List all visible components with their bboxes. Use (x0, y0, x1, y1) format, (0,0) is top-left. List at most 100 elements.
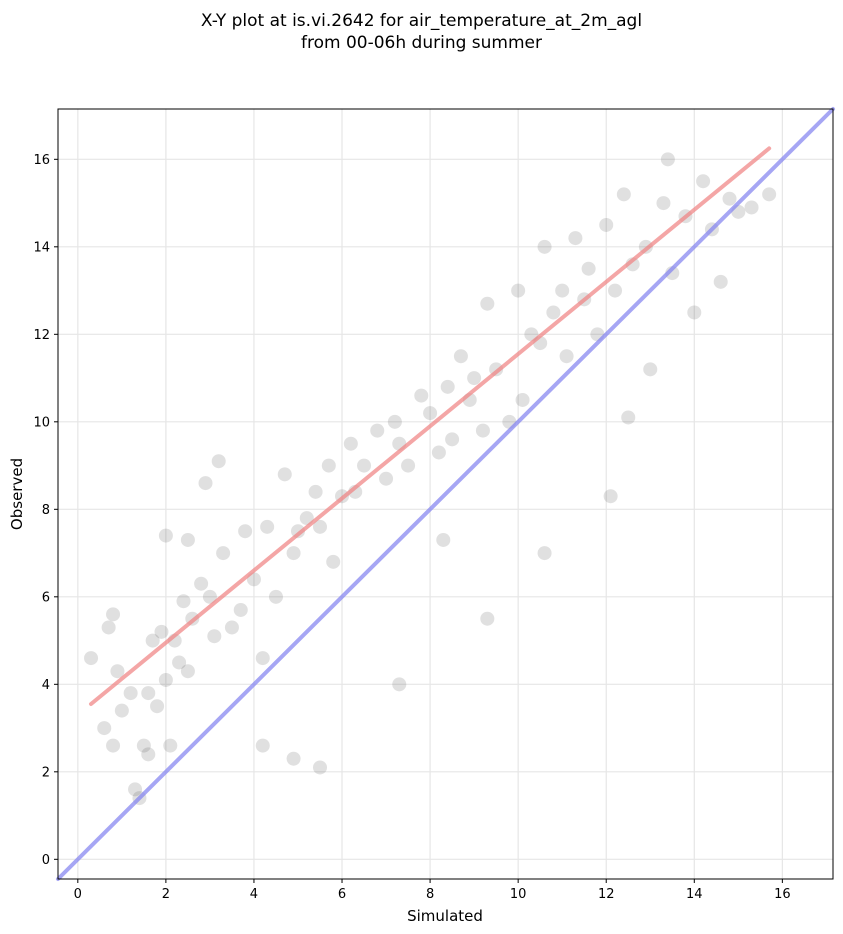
plot-frame (57, 108, 834, 880)
data-point (762, 187, 777, 202)
axis-ticks: 0 2 4 6 8 10 12 14 16 0 2 4 6 8 10 12 14 16 (33, 153, 790, 902)
data-points (84, 152, 777, 806)
data-point (207, 629, 222, 644)
reference-lines (56, 107, 835, 881)
data-point (202, 589, 217, 604)
data-point (467, 371, 482, 386)
data-point (110, 664, 125, 679)
data-point (370, 423, 385, 438)
data-point (414, 388, 429, 403)
x-tick-label: 8 (426, 887, 434, 902)
y-tick-label: 0 (42, 853, 50, 868)
data-point (97, 721, 112, 736)
x-tick-label: 14 (686, 887, 703, 902)
x-tick-label: 0 (74, 887, 82, 902)
data-point (128, 782, 143, 797)
data-point (480, 611, 495, 626)
data-point (475, 423, 490, 438)
data-point (660, 152, 675, 167)
data-point (106, 607, 121, 622)
data-point (238, 524, 253, 539)
data-point (722, 191, 737, 206)
data-point (436, 532, 451, 547)
data-point (713, 274, 728, 289)
data-point (286, 751, 301, 766)
data-point (568, 231, 583, 246)
data-point (154, 624, 169, 639)
y-tick-label: 4 (42, 678, 50, 693)
data-point (123, 686, 138, 701)
data-point (608, 283, 623, 298)
y-tick-label: 6 (42, 590, 50, 605)
data-point (194, 576, 209, 591)
data-point (141, 747, 156, 762)
y-tick-label: 8 (42, 503, 50, 518)
data-point (643, 362, 658, 377)
y-tick-label: 14 (33, 240, 50, 255)
y-axis-label: Observed (8, 458, 26, 530)
data-point (260, 519, 275, 534)
data-point (150, 699, 165, 714)
data-point (114, 703, 129, 718)
x-tick-label: 16 (774, 887, 791, 902)
data-point (224, 620, 239, 635)
data-point (744, 200, 759, 215)
y-tick-label: 10 (33, 415, 50, 430)
data-point (268, 589, 283, 604)
data-point (401, 458, 416, 473)
data-point (233, 602, 248, 617)
data-point (106, 738, 121, 753)
data-point (603, 489, 618, 504)
data-point (357, 458, 372, 473)
x-tick-label: 4 (250, 887, 258, 902)
data-point (537, 239, 552, 254)
y-tick-label: 12 (33, 328, 50, 343)
regression-line (89, 146, 772, 706)
data-point (176, 594, 191, 609)
data-point (286, 546, 301, 561)
data-point (145, 633, 160, 648)
data-point (321, 458, 336, 473)
data-point (180, 532, 195, 547)
data-point (379, 471, 394, 486)
data-point (656, 196, 671, 211)
data-point (555, 283, 570, 298)
data-point (559, 349, 574, 364)
x-tick-label: 10 (510, 887, 527, 902)
data-point (101, 620, 116, 635)
data-point (299, 511, 314, 526)
data-point (546, 305, 561, 320)
data-point (431, 445, 446, 460)
x-tick-label: 6 (338, 887, 346, 902)
data-point (453, 349, 468, 364)
data-point (163, 738, 178, 753)
data-point (445, 432, 460, 447)
data-point (423, 406, 438, 421)
data-point (480, 296, 495, 311)
data-point (198, 476, 213, 491)
x-axis-label: Simulated (407, 907, 483, 925)
data-point (581, 261, 596, 276)
data-point (621, 410, 636, 425)
identity-line (56, 107, 835, 881)
data-point (392, 677, 407, 692)
data-point (255, 651, 270, 666)
y-tick-label: 16 (33, 153, 50, 168)
data-point (387, 414, 402, 429)
grid (58, 109, 833, 879)
data-point (313, 519, 328, 534)
data-point (136, 738, 151, 753)
data-point (158, 672, 173, 687)
data-point (158, 528, 173, 543)
data-point (277, 467, 292, 482)
chart-title: X-Y plot at is.vi.2642 for air_temperatu… (200, 11, 643, 53)
data-point (216, 546, 231, 561)
data-point (211, 454, 226, 469)
data-point (537, 546, 552, 561)
data-point (616, 187, 631, 202)
x-tick-label: 12 (598, 887, 615, 902)
data-point (255, 738, 270, 753)
data-point (172, 655, 187, 670)
data-point (343, 436, 358, 451)
